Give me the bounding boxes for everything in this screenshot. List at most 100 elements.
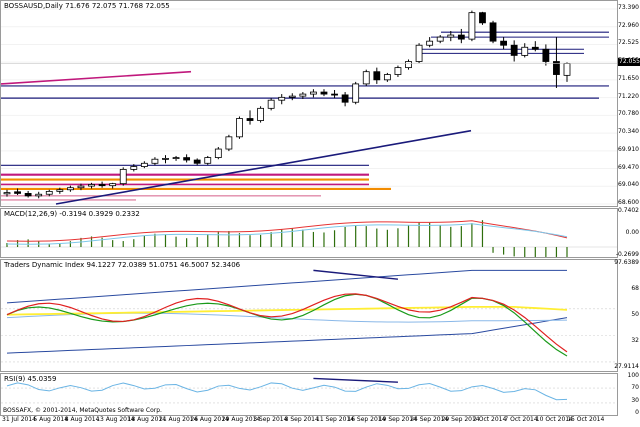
rsi-divergence-line	[313, 377, 398, 383]
date-tick-label: 11 Sep 2014	[316, 416, 355, 423]
macd-chart-svg	[1, 220, 617, 257]
candle-body	[193, 159, 201, 164]
candle-body	[521, 46, 529, 56]
candle-body	[447, 34, 455, 38]
candle-body	[479, 12, 486, 24]
date-tick-label: 8 Sep 2014	[284, 416, 319, 423]
candle-body	[278, 96, 286, 101]
axis-tick-label: 70	[631, 384, 639, 392]
candle-body	[415, 44, 423, 62]
tdi-axis[interactable]: 97.6389 68 50 32 27.9114	[614, 259, 640, 372]
date-tick-label: 18 Aug 2014	[127, 416, 167, 423]
axis-tick-label: 72.960	[618, 21, 639, 29]
date-tick-label: 26 Aug 2014	[190, 416, 229, 423]
axis-tick-label: 71.220	[618, 92, 639, 100]
time-axis[interactable]: 31 Jul 2014 5 Aug 2014 8 Aug 2014 13 Aug 20…	[0, 416, 640, 427]
candle-body	[299, 93, 307, 97]
date-tick-label: 3 Sep 2014	[253, 416, 288, 423]
candle-body	[553, 61, 560, 75]
candle-body	[162, 158, 169, 160]
candle-body	[489, 22, 497, 42]
candle-body	[436, 36, 444, 42]
candle-body	[394, 67, 402, 75]
tdi-chart-svg	[1, 269, 617, 363]
axis-tick-label: 0.7402	[618, 207, 639, 214]
tdi-market-base-line	[6, 305, 568, 316]
candle-body	[236, 118, 243, 138]
candle-body	[352, 83, 360, 103]
rsi-axis[interactable]: 100 70 30 0	[618, 372, 640, 416]
candle-body	[531, 46, 539, 50]
axis-tick-label: 50	[631, 311, 639, 318]
candle-body	[500, 40, 508, 46]
candle-body	[563, 63, 571, 76]
candle-body	[66, 187, 74, 191]
date-tick-label: 16 Sep 2014	[347, 416, 386, 423]
price-axis[interactable]: 73.390 72.960 72.525 72.055 71.650 71.220 70.7…	[618, 0, 640, 207]
axis-tick-label: 69.470	[618, 163, 639, 171]
date-tick-label: 10 Oct 2014	[535, 416, 573, 423]
date-tick-label: 29 Sep 2014	[441, 416, 480, 423]
candle-body	[109, 183, 117, 187]
tdi-lower-band	[6, 317, 568, 354]
candle-body	[405, 61, 412, 69]
axis-tick-label: 32	[631, 337, 639, 344]
rsi-pane-label: RSI(9) 45.0359	[4, 375, 57, 383]
candle-body	[214, 148, 222, 158]
tdi-signal-line	[6, 293, 568, 353]
tdi-divergence-line	[313, 269, 399, 280]
date-tick-label: 15 Oct 2014	[567, 416, 605, 423]
candle-body	[510, 44, 518, 56]
candle-body	[35, 193, 43, 197]
candle-body	[172, 157, 180, 159]
date-tick-label: 21 Aug 2014	[159, 416, 198, 423]
axis-tick-label: 0	[635, 409, 639, 416]
trend-line-magenta	[1, 70, 192, 85]
macd-pane[interactable]: MACD(12,26,9) -0.3194 0.3929 0.2332	[0, 208, 618, 258]
candle-body	[468, 12, 476, 40]
date-tick-label: 24 Sep 2014	[410, 416, 449, 423]
axis-tick-label: 30	[631, 396, 639, 404]
tdi-upper-band	[6, 269, 567, 304]
date-tick-label: 5 Aug 2014	[33, 416, 69, 423]
macd-axis[interactable]: 0.7402 0.00 -0.2699	[616, 207, 640, 258]
candle-body	[140, 162, 148, 167]
candle-body	[288, 95, 296, 98]
candle-body	[14, 191, 21, 194]
copyright-text: BOSSAFX, © 2001-2014, MetaQuotes Softwar…	[3, 407, 162, 414]
macd-signal-line	[6, 220, 568, 242]
candle-body	[320, 91, 328, 95]
axis-tick-label: 97.6389	[614, 259, 639, 266]
candle-body	[88, 184, 95, 187]
tdi-pane[interactable]: Traders Dynamic Index 94.1227 72.0389 51…	[0, 259, 618, 372]
axis-tick-label: 69.040	[618, 181, 639, 189]
candle-body	[24, 193, 32, 197]
candle-body	[183, 157, 191, 161]
axis-tick-label: 68	[631, 285, 639, 292]
candle-body	[341, 94, 349, 103]
price-pane[interactable]: BOSSAUSD,Daily 71.676 72.075 71.768 72.0…	[0, 0, 618, 207]
date-tick-label: 13 Aug 2014	[96, 416, 135, 423]
candle-body	[331, 93, 338, 96]
candle-body	[426, 40, 434, 46]
candle-body	[151, 158, 159, 164]
candle-body	[225, 136, 233, 150]
price-chart-svg	[1, 8, 617, 205]
date-tick-label: 2 Oct 2014	[473, 416, 507, 423]
axis-tick-label: 70.340	[618, 128, 639, 136]
candle-body	[56, 189, 64, 192]
rsi-pane[interactable]: RSI(9) 45.0359	[0, 373, 618, 416]
candle-body	[373, 71, 381, 81]
axis-tick-label: 69.910	[618, 145, 639, 153]
axis-tick-label: 72.525	[618, 39, 639, 47]
date-tick-label: 19 Sep 2014	[378, 416, 417, 423]
axis-tick-label: 68.600	[618, 199, 639, 206]
tdi-rsi-price-line	[6, 293, 568, 357]
uptrend-line	[55, 129, 472, 205]
rsi-chart-svg	[1, 377, 617, 404]
candle-body	[257, 107, 264, 121]
candle-body	[45, 190, 53, 195]
candle-body	[3, 192, 11, 195]
candle-body	[383, 74, 391, 81]
